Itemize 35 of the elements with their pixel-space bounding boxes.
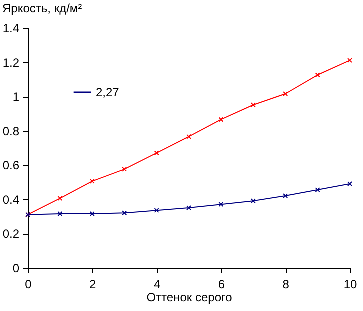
point [122, 210, 128, 216]
x-tick-label: 2 [90, 278, 97, 292]
y-tick-label: 0.2 [2, 227, 20, 242]
legend-label: 2,27 [96, 86, 120, 100]
y-tick-label: 0.4 [2, 192, 20, 207]
x-tick-label: 4 [154, 278, 161, 292]
y-tick-label: 0 [12, 262, 20, 276]
point [315, 188, 320, 192]
y-tick-label: 1.4 [2, 22, 20, 36]
x-tick-label: 0 [25, 278, 32, 292]
y-tick-label: 0.6 [2, 158, 20, 173]
point [90, 178, 95, 184]
x-axis-title: Оттенок серого [146, 290, 233, 304]
x-tick-label: 8 [282, 278, 290, 292]
y-axis-title: Яркость, кд/м² [2, 2, 82, 16]
x-tick-label: 10 [344, 278, 358, 292]
point [218, 117, 224, 122]
point [154, 150, 160, 156]
y-tick-label: 1 [12, 90, 20, 104]
point [154, 208, 160, 214]
point [58, 212, 63, 216]
point [250, 102, 256, 108]
point [58, 196, 63, 202]
y-tick-label: 1.2 [2, 56, 20, 70]
point [283, 92, 288, 96]
point [90, 212, 95, 216]
y-tick-label: 0.8 [2, 124, 20, 138]
point [250, 198, 256, 204]
point [218, 202, 224, 208]
point [283, 194, 288, 198]
point [186, 206, 192, 210]
point [122, 166, 128, 172]
point [186, 134, 192, 140]
point [315, 72, 320, 78]
x-tick-label: 6 [218, 278, 226, 292]
